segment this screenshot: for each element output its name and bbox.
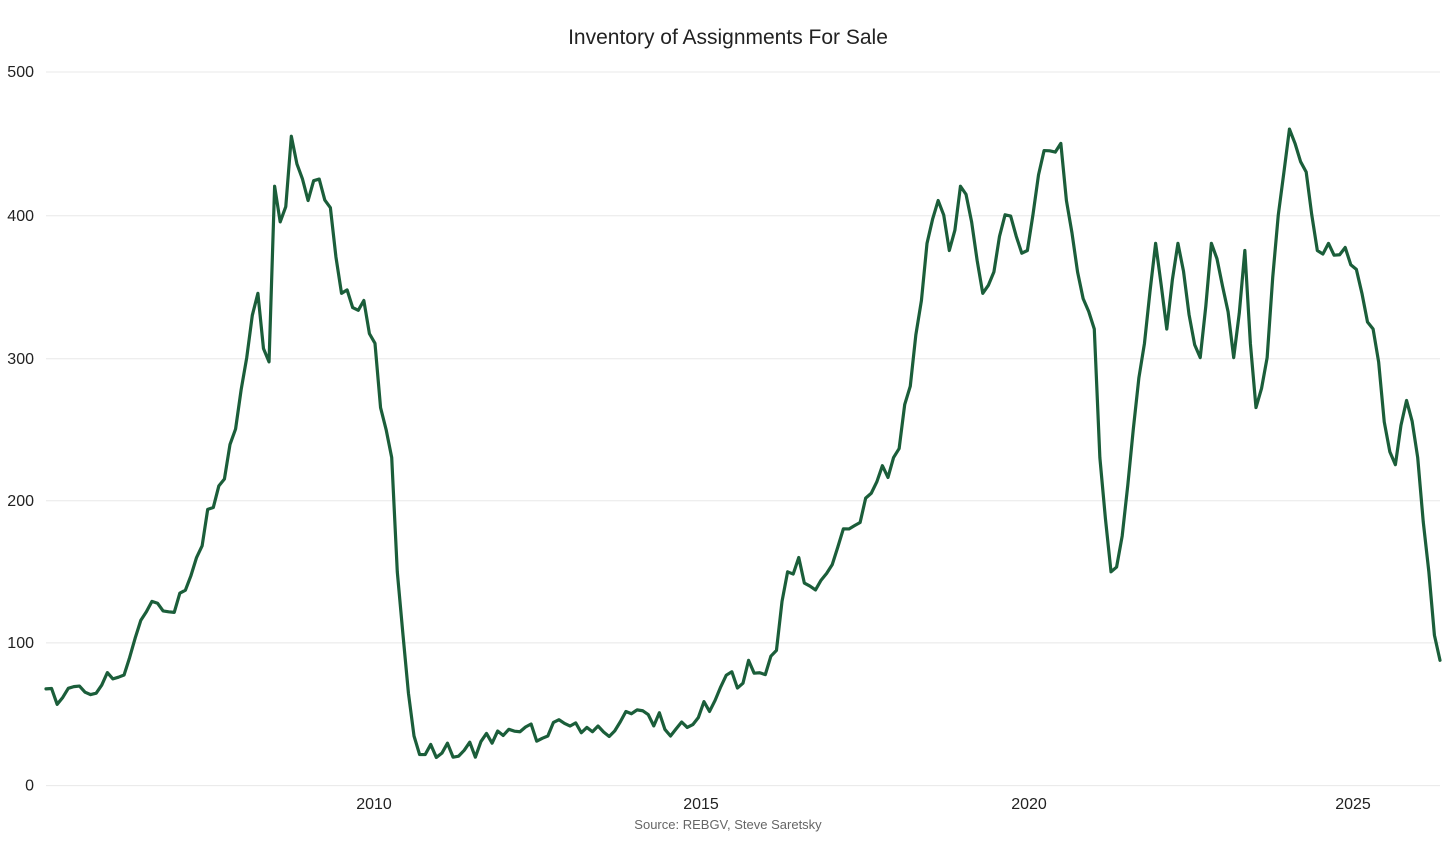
- svg-text:100: 100: [7, 635, 34, 652]
- svg-text:200: 200: [7, 493, 34, 510]
- svg-text:2020: 2020: [1011, 796, 1047, 813]
- svg-text:0: 0: [25, 778, 34, 795]
- svg-text:2015: 2015: [683, 796, 719, 813]
- svg-text:300: 300: [7, 351, 34, 368]
- svg-text:400: 400: [7, 208, 34, 225]
- svg-text:2025: 2025: [1335, 796, 1371, 813]
- svg-text:500: 500: [7, 64, 34, 81]
- svg-text:2010: 2010: [356, 796, 392, 813]
